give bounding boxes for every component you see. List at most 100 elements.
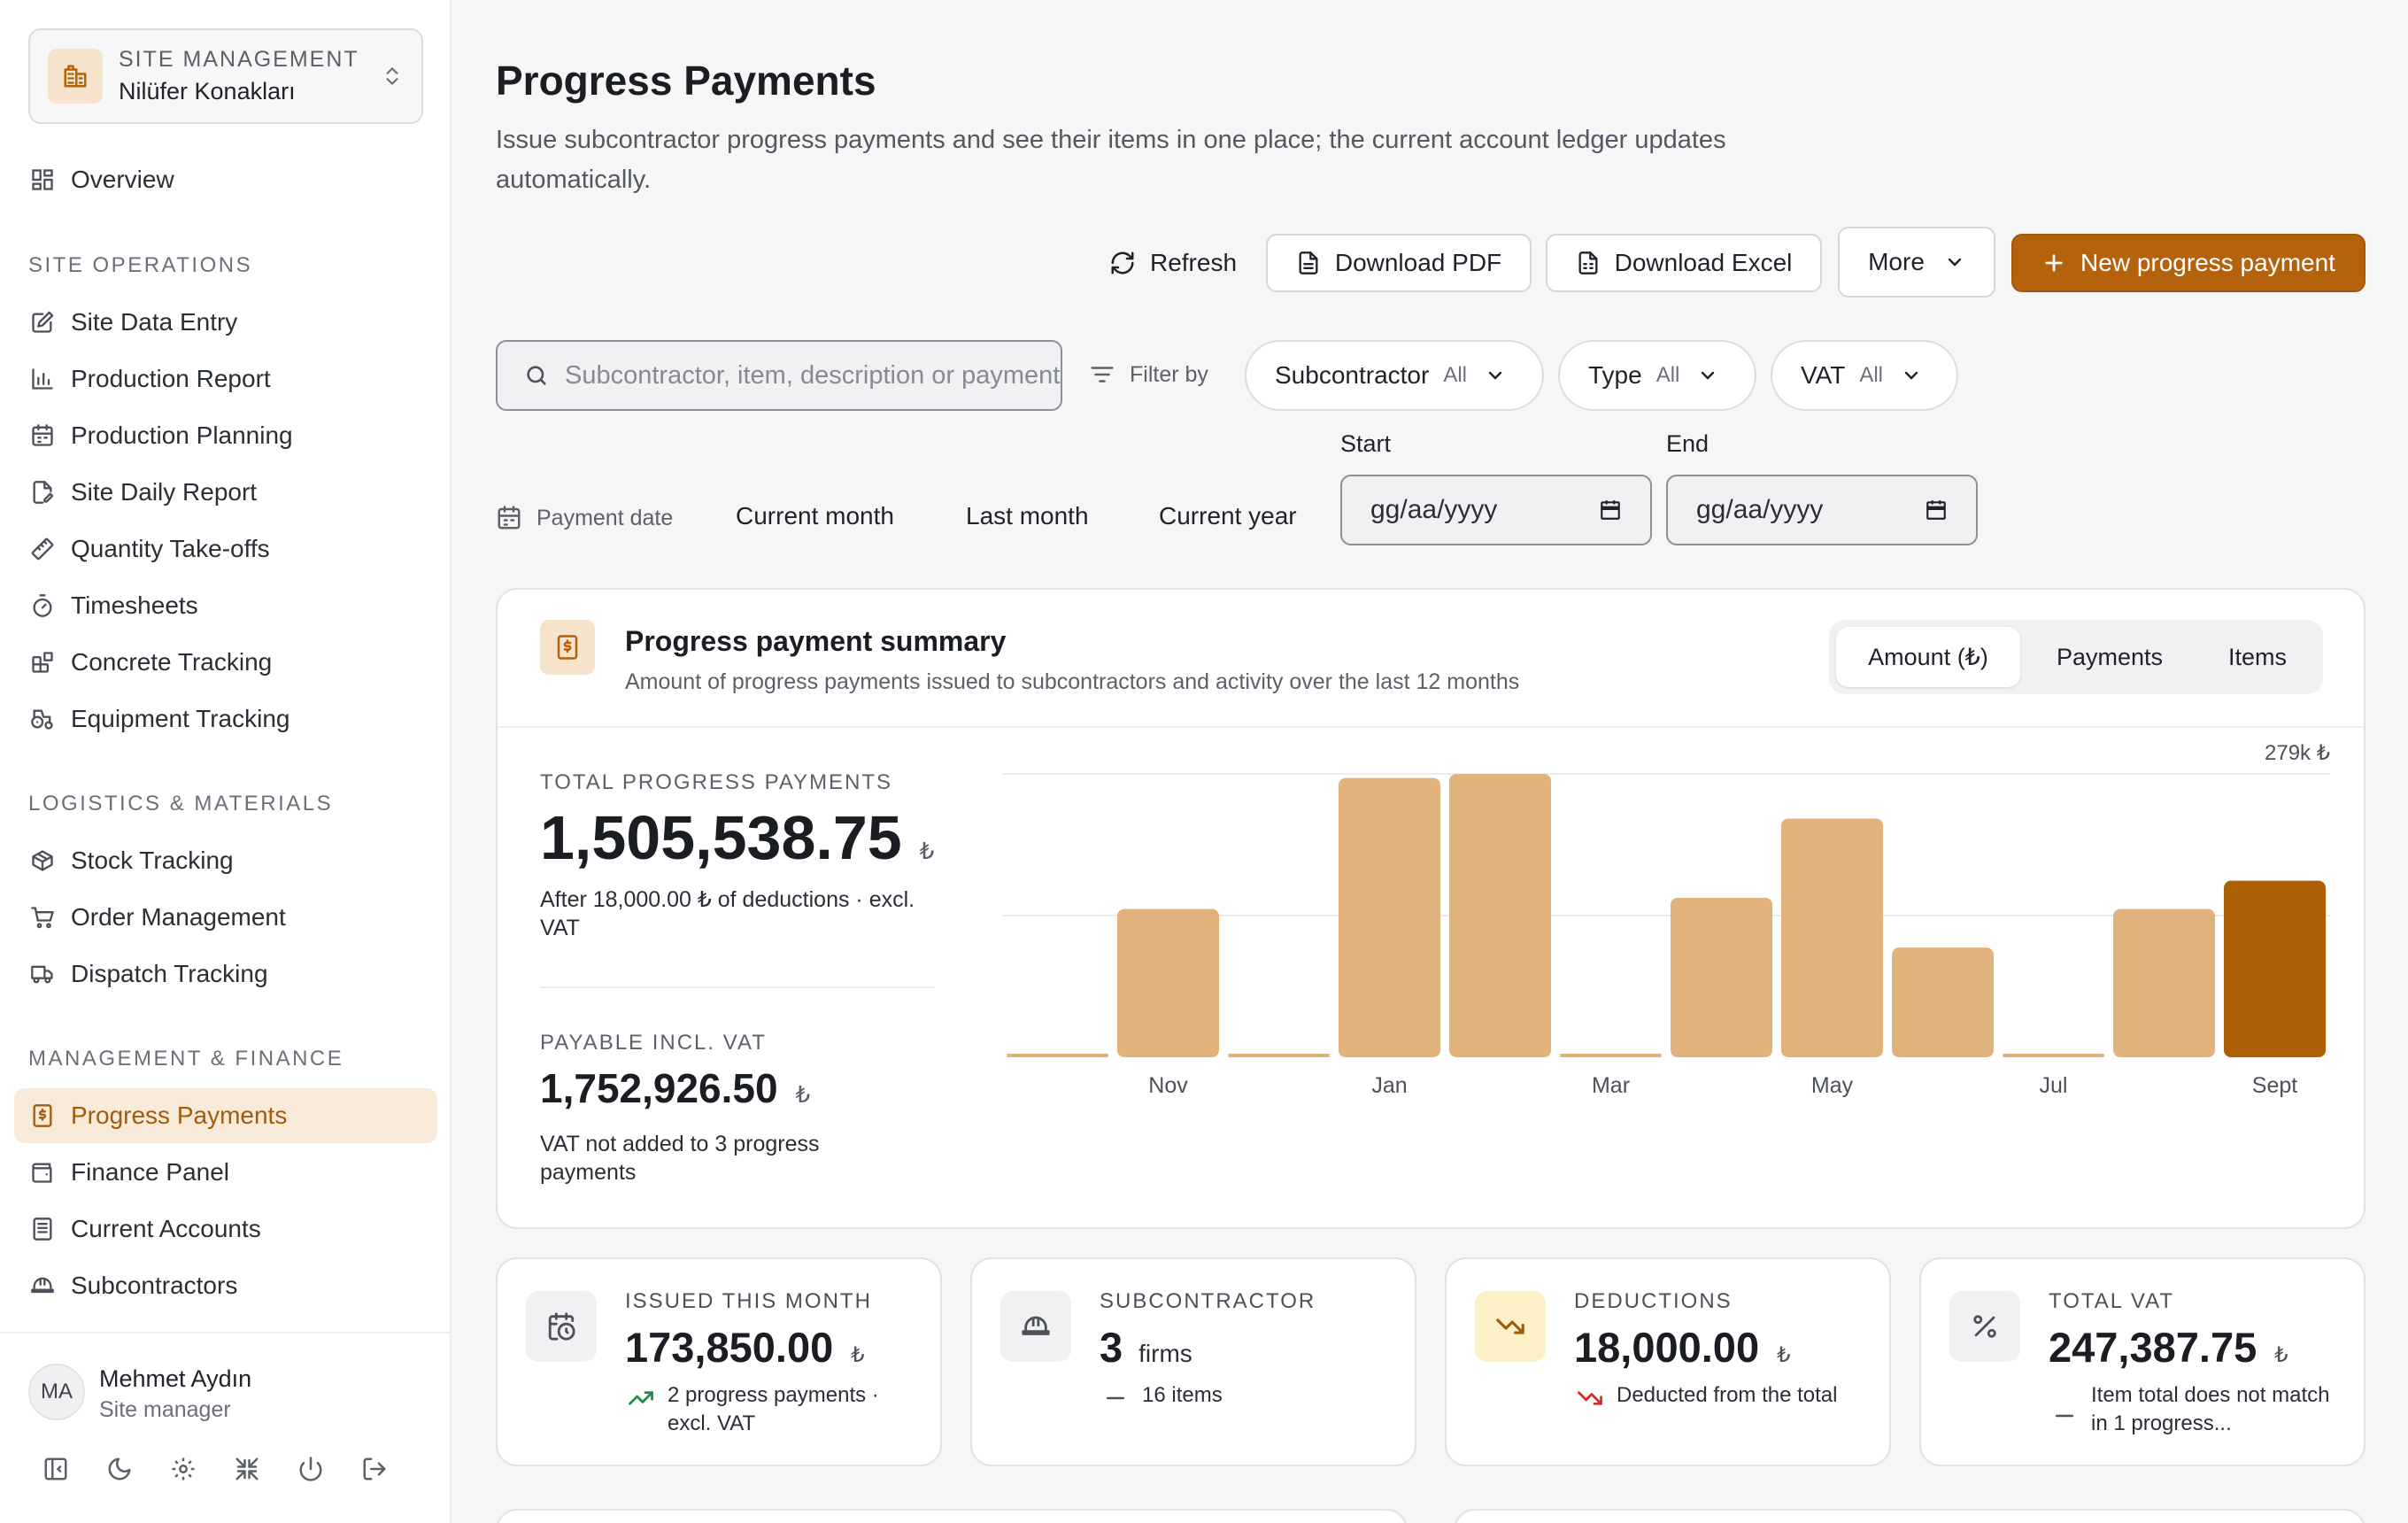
metric-toggle: Amount (₺) Payments Items — [1829, 620, 2323, 694]
sidebar-item-site-daily-report[interactable]: Site Daily Report — [14, 465, 437, 520]
start-date-input[interactable]: gg/aa/yyyy — [1340, 475, 1652, 545]
calendar-icon — [28, 421, 57, 450]
stat-note: 16 items — [1100, 1381, 1401, 1411]
filter-lines-icon — [1089, 361, 1115, 388]
minus-icon — [1100, 1381, 1131, 1411]
chart-tick-label: Nov — [1148, 1073, 1188, 1098]
stat-note: 2 progress payments · excl. VAT — [625, 1381, 926, 1438]
payment-date-filter: Payment date — [496, 505, 673, 531]
ruler-icon — [28, 535, 57, 563]
tab-items[interactable]: Items — [2227, 643, 2287, 670]
power-icon[interactable] — [296, 1454, 326, 1484]
current-year-button[interactable]: Current year — [1159, 502, 1297, 530]
sidebar-item-dispatch-tracking[interactable]: Dispatch Tracking — [14, 947, 437, 1001]
page-description: Issue subcontractor progress payments an… — [496, 126, 1726, 194]
sidebar-item-quantity-takeoffs[interactable]: Quantity Take-offs — [14, 522, 437, 576]
stat-note-text: 2 progress payments · excl. VAT — [668, 1383, 879, 1435]
download-excel-button[interactable]: Download Excel — [1546, 234, 1822, 292]
stat-suffix: ₺ — [851, 1343, 865, 1367]
type-filter-value: All — [1656, 363, 1680, 387]
sidebar-item-progress-payments[interactable]: Progress Payments — [14, 1088, 437, 1143]
tab-amount[interactable]: Amount (₺) — [1836, 627, 2020, 687]
subcontractor-filter-value: All — [1443, 363, 1467, 387]
percent-icon — [1949, 1291, 2020, 1362]
sidebar-item-current-accounts[interactable]: Current Accounts — [14, 1202, 437, 1256]
chart-bar — [2224, 880, 2326, 1057]
divider — [540, 986, 935, 988]
sidebar-item-label: Stock Tracking — [71, 847, 234, 874]
logout-icon[interactable] — [359, 1454, 390, 1484]
stat-label: ISSUED THIS MONTH — [625, 1289, 872, 1313]
refresh-button[interactable]: Refresh — [1089, 234, 1257, 292]
download-pdf-button[interactable]: Download PDF — [1266, 234, 1532, 292]
payable-value: 1,752,926.50 ₺ — [540, 1064, 810, 1112]
minimize-icon[interactable] — [232, 1454, 262, 1484]
sidebar-item-subcontractors[interactable]: Subcontractors — [14, 1258, 437, 1313]
gear-icon[interactable] — [168, 1454, 198, 1484]
chevron-down-icon — [1485, 365, 1506, 386]
lower-card-left — [496, 1509, 1408, 1523]
stat-value: 173,850.00 ₺ — [625, 1323, 865, 1372]
sidebar-item-label: Dispatch Tracking — [71, 960, 268, 987]
sidebar-item-site-data-entry[interactable]: Site Data Entry — [14, 295, 437, 350]
sidebar-item-production-report[interactable]: Production Report — [14, 352, 437, 406]
sidebar-item-equipment-tracking[interactable]: Equipment Tracking — [14, 692, 437, 746]
blocks-icon — [28, 648, 57, 676]
truck-icon — [28, 960, 57, 988]
sidebar-item-production-planning[interactable]: Production Planning — [14, 408, 437, 463]
chart-bar — [2003, 1054, 2104, 1057]
sidebar-item-concrete-tracking[interactable]: Concrete Tracking — [14, 635, 437, 690]
stat-card-vat: TOTAL VAT 247,387.75 ₺ Item total does n… — [1919, 1257, 2366, 1466]
sidebar-item-label: Quantity Take-offs — [71, 535, 270, 562]
type-filter[interactable]: Type All — [1558, 340, 1756, 411]
stat-label: SUBCONTRACTOR — [1100, 1289, 1316, 1313]
chart-bar — [1449, 774, 1551, 1057]
search-icon — [524, 363, 549, 388]
nav-section-site-operations: SITE OPERATIONS — [28, 253, 253, 277]
end-date-value: gg/aa/yyyy — [1696, 495, 1824, 524]
search-placeholder: Subcontractor, item, description or paym… — [565, 360, 1062, 390]
bar-chart: 279k ₺ Nov Jan Mar May Jul Sept — [1002, 741, 2330, 1098]
chart-bar — [1892, 947, 1994, 1057]
tab-payments[interactable]: Payments — [2056, 643, 2164, 670]
moon-icon[interactable] — [104, 1454, 135, 1484]
chevrons-up-down-icon — [381, 65, 404, 88]
new-progress-payment-button[interactable]: New progress payment — [2011, 234, 2366, 292]
currency-symbol: ₺ — [919, 838, 935, 864]
subcontractor-filter[interactable]: Subcontractor All — [1245, 340, 1544, 411]
sidebar-item-timesheets[interactable]: Timesheets — [14, 578, 437, 633]
stat-note-text: Item total does not match in 1 progress.… — [2091, 1383, 2330, 1435]
vat-filter[interactable]: VAT All — [1771, 340, 1958, 411]
sidebar-collapse-icon[interactable] — [41, 1454, 71, 1484]
total-amount: 1,505,538.75 — [540, 803, 902, 872]
sidebar-item-overview[interactable]: Overview — [14, 152, 437, 207]
more-button[interactable]: More — [1838, 227, 1995, 298]
payable-label: PAYABLE INCL. VAT — [540, 1031, 767, 1055]
hard-hat-icon — [28, 1272, 57, 1300]
stat-suffix: ₺ — [1777, 1343, 1791, 1367]
user-role: Site manager — [99, 1397, 231, 1422]
chart-bar — [1671, 897, 1772, 1057]
chart-bar — [1339, 777, 1440, 1057]
current-month-button[interactable]: Current month — [736, 502, 894, 530]
sidebar-item-stock-tracking[interactable]: Stock Tracking — [14, 833, 437, 888]
edit-icon — [28, 308, 57, 336]
avatar[interactable]: MA — [28, 1364, 85, 1420]
sidebar-item-finance-panel[interactable]: Finance Panel — [14, 1145, 437, 1200]
sidebar-item-label: Production Report — [71, 365, 271, 392]
search-input[interactable]: Subcontractor, item, description or paym… — [496, 340, 1062, 411]
sidebar-item-label: Equipment Tracking — [71, 705, 290, 732]
chart-bar — [2113, 908, 2215, 1057]
page-title: Progress Payments — [496, 58, 876, 104]
last-month-button[interactable]: Last month — [966, 502, 1089, 530]
chevron-down-icon — [1697, 365, 1718, 386]
chart-tick-label: May — [1811, 1073, 1854, 1098]
sidebar-item-order-management[interactable]: Order Management — [14, 890, 437, 945]
nav-section-logistics: LOGISTICS & MATERIALS — [28, 792, 334, 816]
sidebar-item-label: Finance Panel — [71, 1158, 230, 1186]
user-actions — [41, 1454, 390, 1484]
payments-chart: 279k ₺ Nov Jan Mar May Jul Sept — [993, 740, 2339, 1218]
end-date-input[interactable]: gg/aa/yyyy — [1666, 475, 1978, 545]
site-switcher[interactable]: SITE MANAGEMENT Nilüfer Konakları — [28, 28, 423, 124]
filter-by: Filter by — [1089, 361, 1208, 388]
